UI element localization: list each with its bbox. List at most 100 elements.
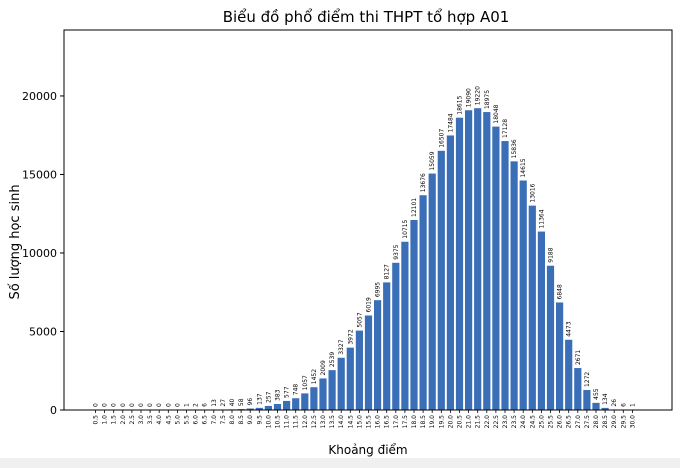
- bar: [428, 173, 436, 410]
- x-tick-label: 5.0: [174, 415, 181, 425]
- bar: [583, 390, 591, 410]
- bar-value-label: 13676: [420, 173, 427, 192]
- x-tick-label: 20.0: [447, 415, 454, 429]
- x-tick-label: 6.0: [193, 415, 200, 425]
- x-tick-label: 23.5: [511, 415, 518, 429]
- bar-value-label: 18615: [457, 95, 464, 114]
- x-tick-label: 29.5: [620, 415, 627, 429]
- x-tick-label: 22.5: [493, 415, 500, 429]
- bar-value-label: 26: [611, 399, 618, 407]
- bar-value-label: 2671: [575, 350, 582, 365]
- bar-value-label: 1272: [584, 372, 591, 387]
- bar-value-label: 19220: [475, 86, 482, 105]
- x-tick-label: 7.0: [211, 415, 218, 425]
- bar-value-label: 2: [193, 403, 200, 407]
- bar-value-label: 577: [284, 386, 291, 398]
- x-tick-label: 15.5: [366, 415, 373, 429]
- bar-value-label: 1: [629, 403, 636, 407]
- bar-value-label: 0: [156, 403, 163, 407]
- x-tick-label: 3.5: [147, 415, 154, 425]
- bar-value-label: 0: [111, 403, 118, 407]
- bottom-strip: [0, 458, 680, 468]
- x-tick-label: 28.5: [602, 415, 609, 429]
- y-tick-label: 5000: [29, 325, 57, 338]
- bar-value-label: 18975: [484, 90, 491, 109]
- x-tick-label: 25.5: [548, 415, 555, 429]
- bar-value-label: 19090: [466, 88, 473, 107]
- x-tick-label: 11.0: [284, 415, 291, 429]
- bar-value-label: 13: [211, 399, 218, 407]
- bar: [492, 126, 500, 410]
- bar: [601, 407, 609, 410]
- bar-value-label: 6: [620, 403, 627, 407]
- bar: [383, 282, 391, 410]
- bar: [364, 315, 373, 410]
- x-tick-label: 11.5: [293, 415, 300, 429]
- x-tick-label: 16.5: [384, 415, 391, 429]
- x-tick-label: 26.5: [566, 415, 573, 429]
- x-tick-label: 7.5: [220, 415, 227, 425]
- bar-value-label: 58: [238, 398, 245, 406]
- bar-value-label: 2009: [320, 360, 327, 375]
- x-tick-label: 0.5: [93, 415, 100, 425]
- bar-value-label: 3327: [338, 339, 345, 354]
- bar: [301, 393, 309, 410]
- x-tick-label: 18.0: [411, 415, 418, 429]
- bar: [328, 370, 336, 410]
- bar-value-label: 0: [174, 403, 181, 407]
- bar: [273, 403, 282, 410]
- bar-value-label: 8127: [384, 264, 391, 279]
- x-tick-label: 30.0: [629, 415, 636, 429]
- bar: [319, 378, 327, 410]
- y-axis-label: Số lượng học sinh: [8, 184, 23, 299]
- x-tick-label: 24.5: [529, 415, 536, 429]
- x-tick-label: 23.0: [502, 415, 509, 429]
- bar-value-label: 17128: [502, 119, 509, 138]
- x-tick-label: 10.0: [265, 415, 272, 429]
- y-tick-label: 15000: [22, 168, 57, 181]
- y-ticks-group: 0 5000 10000 15000 20000: [22, 90, 64, 417]
- bar: [501, 141, 509, 411]
- bar: [446, 135, 454, 410]
- x-ticks-group: 0.5 1.0 1.5 2.0 2.5 3.0 3.5 4.0 4.5 5.0 5.5 6.0 6.5 7…: [93, 410, 636, 429]
- x-tick-label: 2.5: [129, 415, 136, 425]
- bar-value-label: 0: [93, 403, 100, 407]
- x-tick-label: 16.0: [375, 415, 382, 429]
- bar: [474, 108, 482, 410]
- bar-value-label: 0: [120, 403, 127, 407]
- x-tick-label: 25.0: [538, 415, 545, 429]
- x-tick-label: 5.5: [184, 415, 191, 425]
- bar-value-label: 1: [184, 403, 191, 407]
- bar-value-label: 0: [102, 403, 109, 407]
- bar: [546, 265, 555, 410]
- x-tick-label: 27.5: [584, 415, 591, 429]
- x-tick-label: 4.0: [156, 415, 163, 425]
- bar: [246, 408, 254, 410]
- bar: [346, 347, 354, 410]
- bar-value-label: 257: [265, 391, 272, 403]
- bar-value-label: 11364: [538, 209, 545, 228]
- x-tick-label: 19.5: [438, 415, 445, 429]
- bar-value-label: 3972: [347, 329, 354, 344]
- x-tick-label: 12.0: [302, 415, 309, 429]
- x-tick-label: 6.5: [202, 415, 209, 425]
- bar: [401, 241, 409, 410]
- bar-value-label: 748: [293, 384, 300, 396]
- x-tick-label: 20.5: [457, 415, 464, 429]
- bar: [419, 195, 427, 410]
- bar-value-label: 0: [138, 403, 145, 407]
- x-tick-label: 13.5: [329, 415, 336, 429]
- x-tick-label: 2.0: [120, 415, 127, 425]
- bar: [392, 262, 400, 410]
- bar: [410, 219, 418, 410]
- bar-value-label: 14615: [520, 158, 527, 177]
- x-tick-label: 15.0: [356, 415, 363, 429]
- x-tick-label: 24.0: [520, 415, 527, 429]
- x-tick-label: 29.0: [611, 415, 618, 429]
- bar-value-label: 13016: [529, 183, 536, 202]
- x-axis-label: Khoảng điểm: [328, 443, 407, 457]
- bar-value-label: 6019: [366, 297, 373, 312]
- bar-value-label: 6995: [375, 282, 382, 297]
- x-tick-label: 28.0: [593, 415, 600, 429]
